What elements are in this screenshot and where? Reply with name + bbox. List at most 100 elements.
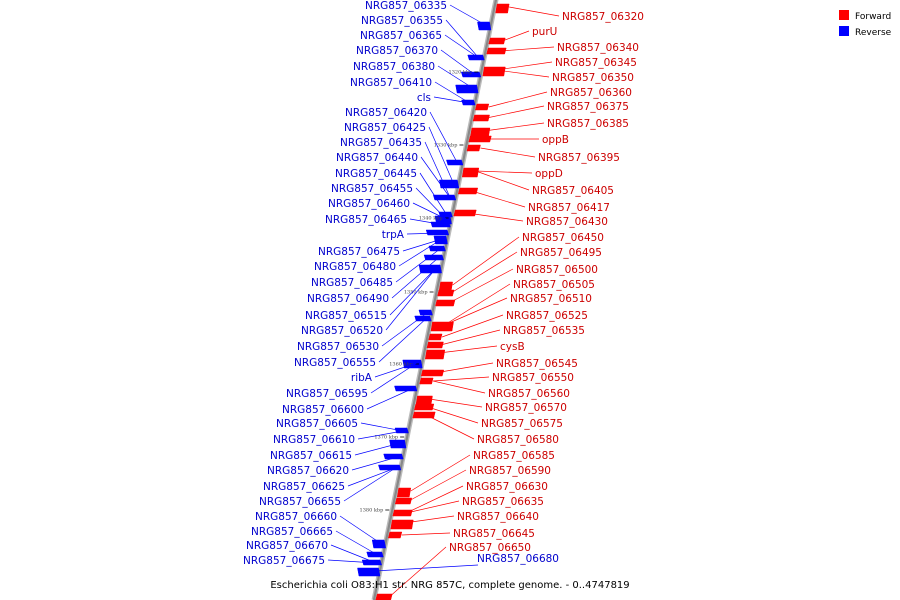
forward-gene-leader-29 [408, 469, 467, 502]
forward-gene-label-27: NRG857_06580 [477, 434, 559, 446]
forward-gene-label-18: NRG857_06510 [510, 293, 592, 305]
reverse-gene-leader-23 [378, 318, 426, 363]
forward-gene-label-21: cysB [500, 341, 525, 353]
reverse-gene-block-23 [378, 464, 402, 471]
reverse-gene-label-19: NRG857_06490 [307, 293, 389, 305]
forward-gene-label-16: NRG857_06500 [516, 264, 598, 276]
forward-gene-leader-32 [404, 515, 455, 524]
reverse-gene-label-32: NRG857_06655 [259, 496, 341, 508]
forward-gene-block-22 [414, 403, 435, 411]
forward-gene-block-28 [387, 531, 403, 539]
forward-gene-label-11: NRG857_06405 [532, 185, 614, 197]
reverse-gene-leader-31 [347, 467, 396, 487]
forward-gene-label-32: NRG857_06640 [457, 511, 539, 523]
legend-forward-swatch [839, 10, 849, 20]
scale-tick-label-0: 1320 kbp [449, 70, 473, 76]
forward-gene-block-3 [482, 66, 506, 77]
forward-gene-label-22: NRG857_06545 [496, 358, 578, 370]
reverse-gene-label-31: NRG857_06625 [263, 481, 345, 493]
reverse-gene-leader-33 [339, 515, 381, 544]
forward-gene-leader-2 [500, 46, 555, 52]
reverse-gene-label-22: NRG857_06530 [297, 341, 379, 353]
forward-gene-label-25: NRG857_06570 [485, 402, 567, 414]
reverse-gene-label-33: NRG857_06660 [255, 511, 337, 523]
forward-gene-label-0: NRG857_06320 [562, 11, 644, 23]
forward-gene-block-0 [495, 3, 510, 14]
forward-gene-block-1 [488, 37, 506, 45]
forward-gene-leader-34 [388, 546, 447, 598]
forward-gene-leader-7 [483, 122, 545, 132]
reverse-gene-leader-25 [370, 362, 417, 394]
forward-gene-label-29: NRG857_06590 [469, 465, 551, 477]
forward-gene-leader-20 [440, 329, 501, 346]
forward-gene-label-2: NRG857_06340 [557, 42, 639, 54]
scale-tick-label-5: 1370 kbp [374, 435, 398, 441]
forward-gene-label-5: NRG857_06360 [550, 87, 632, 99]
reverse-gene-leader-30 [351, 456, 398, 471]
forward-gene-leader-25 [429, 398, 483, 408]
reverse-gene-block-13 [428, 245, 446, 252]
forward-gene-leader-10 [475, 170, 533, 174]
reverse-gene-label-15: trpA [382, 229, 405, 241]
forward-gene-block-11 [453, 209, 477, 217]
reverse-gene-leader-14 [409, 218, 445, 226]
reverse-gene-label-36: NRG857_06675 [243, 555, 325, 567]
reverse-gene-leader-1 [445, 19, 480, 59]
forward-gene-label-3: NRG857_06345 [555, 57, 637, 69]
forward-gene-block-6 [470, 127, 491, 138]
reverse-gene-label-10: NRG857_06440 [336, 152, 418, 164]
scale-tick-label-4: 1360 kbp [389, 362, 413, 368]
reverse-gene-leader-26 [366, 388, 412, 410]
scale-tick-label-2: 1340 kbp [419, 216, 443, 222]
reverse-gene-labels: NRG857_06335 NRG857_06355 NRG857_06365 NRG8… [243, 0, 559, 572]
reverse-gene-block-25 [366, 551, 384, 558]
forward-gene-leader-13 [467, 212, 524, 222]
forward-gene-leader-0 [509, 6, 560, 17]
forward-gene-leader-14 [452, 236, 520, 286]
reverse-gene-leader-37 [374, 564, 479, 572]
forward-gene-label-10: oppD [535, 168, 563, 180]
forward-gene-label-20: NRG857_06535 [503, 325, 585, 337]
forward-gene-block-17 [426, 341, 444, 349]
reverse-gene-label-23: NRG857_06555 [294, 357, 376, 369]
forward-gene-leader-16 [448, 268, 514, 304]
forward-gene-label-28: NRG857_06585 [473, 450, 555, 462]
legend-reverse-label: Reverse [855, 28, 892, 38]
reverse-gene-label-37: NRG857_06680 [477, 553, 559, 565]
reverse-gene-leader-10 [420, 156, 451, 199]
reverse-gene-leader-17 [398, 238, 443, 267]
forward-gene-leader-27 [426, 414, 475, 440]
forward-gene-leader-23 [433, 376, 490, 382]
reverse-gene-label-14: NRG857_06465 [325, 214, 407, 226]
forward-gene-label-6: NRG857_06375 [547, 101, 629, 113]
reverse-gene-leader-24 [374, 362, 417, 378]
reverse-gene-leader-0 [449, 4, 486, 26]
reverse-gene-label-9: NRG857_06435 [340, 137, 422, 149]
forward-gene-block-20 [419, 377, 434, 385]
forward-gene-label-14: NRG857_06450 [522, 232, 604, 244]
forward-gene-label-15: NRG857_06495 [520, 247, 602, 259]
reverse-gene-leader-20 [389, 267, 437, 316]
reverse-gene-label-35: NRG857_06670 [246, 540, 328, 552]
forward-gene-label-13: NRG857_06430 [526, 216, 608, 228]
forward-gene-leader-4 [496, 69, 550, 78]
forward-gene-block-15 [430, 321, 454, 332]
forward-gene-block-9 [461, 167, 480, 178]
forward-gene-label-1: purU [532, 26, 557, 38]
reverse-gene-label-12: NRG857_06455 [331, 183, 413, 195]
reverse-gene-leader-15 [406, 232, 444, 235]
forward-gene-block-12 [438, 281, 453, 292]
forward-gene-leader-5 [488, 91, 548, 108]
forward-gene-leader-33 [401, 532, 451, 536]
forward-gene-block-26 [392, 509, 413, 517]
reverse-gene-label-2: NRG857_06365 [360, 30, 442, 42]
forward-gene-leader-1 [502, 30, 530, 42]
reverse-gene-leader-8 [428, 126, 454, 184]
reverse-gene-label-5: NRG857_06410 [350, 77, 432, 89]
forward-gene-leader-3 [496, 61, 553, 71]
scale-tick-label-6: 1380 kbp [360, 508, 384, 514]
reverse-gene-block-22 [383, 453, 404, 460]
forward-gene-leader-15 [450, 251, 518, 294]
reverse-gene-label-13: NRG857_06460 [328, 198, 410, 210]
